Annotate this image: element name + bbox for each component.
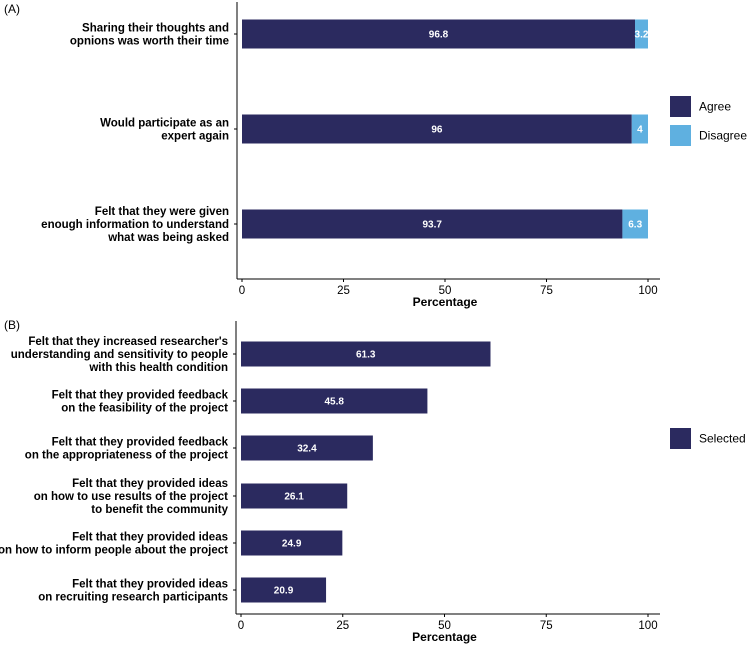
panel-b-bar-label-selected: 26.1 [284,492,304,503]
panel-b-bar-selected [241,577,327,603]
panel-b-chart: (B) Felt that they increased researcher's… [0,318,746,644]
panel-b-category-label-line: on the feasibility of the project [61,403,228,415]
panel-b-category-label: Felt that they provided ideas on how to u… [34,478,229,516]
panel-b-x-tick-label: 0 [238,620,244,632]
panel-a-bar-agree [242,19,636,49]
panel-a-legend-label-disagree: Disagree [699,129,747,143]
panel-a-bar-label-agree: 96.8 [429,30,449,41]
panel-a-bar-disagree [622,209,648,239]
panel-a-category-label: Sharing their thoughts and opnions was wo… [70,23,229,48]
panel-a-bar-label-disagree: 4 [637,125,643,136]
panel-b-category-label-line: on how to inform people about the projec… [0,545,228,557]
panel-b-bar-selected [241,388,428,414]
panel-a-legend-label-agree: Agree [699,100,731,114]
panel-b-category-label-line: understanding and sensitivity to people [11,349,228,361]
panel-b-bar-label-selected: 20.9 [274,586,294,597]
panel-a-category-label-line: what was being asked [107,232,229,244]
panel-b-category-label: Felt that they provided ideas on recruiti… [38,579,228,604]
panel-b-category-label-line: with this health condition [88,362,228,374]
panel-b-x-axis-title: Percentage [412,630,477,644]
panel-a-x-tick-label: 50 [439,285,452,297]
panel-a-bar-disagree [631,114,648,144]
panel-a-category-label-line: expert again [161,131,229,143]
panel-b-category-label-line: Felt that they increased researcher's [28,336,228,348]
panel-a-category-label-line: enough information to understand [41,219,229,231]
panel-a-bar-agree [242,209,623,239]
panel-b-category-label: Felt that they increased researcher's und… [11,336,228,374]
panel-b-category-label-line: Felt that they provided feedback [52,390,229,402]
panel-a-category-label-line: opnions was worth their time [70,36,229,48]
panel-a-category-label: Felt that they were given enough informat… [41,206,229,244]
panel-a-chart: (A) Sharing their thoughts and opnions was… [4,2,747,309]
panel-a-legend-swatch-agree [670,96,691,117]
panel-b-bar-label-selected: 24.9 [282,539,302,550]
panel-b-bar-selected [241,341,491,367]
panel-a-x-tick-label: 100 [638,285,657,297]
panel-a-tag: (A) [4,2,20,16]
panel-a-category-label-line: Felt that they were given [95,206,229,218]
panel-a-bar-label-disagree: 3.2 [635,30,649,41]
panel-b-bar-selected [241,435,373,461]
panel-a-bar-label-agree: 96 [431,125,443,136]
panel-b-bar-label-selected: 45.8 [324,397,344,408]
panel-b-category-label: Felt that they provided feedback on the f… [52,390,229,415]
panel-b-category-label-line: Felt that they provided ideas [72,532,228,544]
panel-b-bar-label-selected: 32.4 [297,444,317,455]
panel-a-x-tick-label: 75 [540,285,553,297]
panel-a-bar-label-disagree: 6.3 [628,220,642,231]
panel-a-bar-disagree [635,19,648,49]
panel-b-bar-selected [241,483,348,509]
panel-b-category-label: Felt that they provided feedback on the a… [25,437,229,462]
panel-b-category-label-line: on recruiting research participants [38,592,228,604]
panel-b-x-tick-label: 25 [336,620,349,632]
panel-a-category-label-line: Would participate as an [100,118,229,130]
panel-b-legend-label-selected: Selected [699,432,746,446]
panel-a-category-label: Would participate as an expert again [100,118,229,143]
panel-b-legend-swatch-selected [670,428,691,449]
panel-a-x-tick-label: 25 [337,285,350,297]
panel-b-category-label-line: Felt that they provided feedback [52,437,229,449]
panel-b-tag: (B) [4,318,20,332]
panel-b-category-label-line: Felt that they provided ideas [72,478,228,490]
panel-a-category-label-line: Sharing their thoughts and [82,23,229,35]
panel-b-category-label-line: on how to use results of the project [34,491,228,503]
panel-a-x-axis-title: Percentage [413,295,478,309]
panel-b-x-tick-label: 100 [638,620,657,632]
panel-b-category-label-line: on the appropriateness of the project [25,450,228,462]
panel-b-category-label: Felt that they provided ideas on how to i… [0,532,228,557]
panel-b-x-tick-label: 50 [438,620,451,632]
panel-a-x-tick-label: 0 [239,285,245,297]
panel-a-bar-agree [242,114,632,144]
panel-a-bar-label-agree: 93.7 [422,220,442,231]
panel-a-legend-swatch-disagree [670,125,691,146]
panel-b-x-tick-label: 75 [540,620,553,632]
panel-b-bar-selected [241,530,343,556]
panel-b-category-label-line: Felt that they provided ideas [72,579,228,591]
panel-b-bar-label-selected: 61.3 [356,350,376,361]
panel-b-category-label-line: to benefit the community [91,504,228,516]
